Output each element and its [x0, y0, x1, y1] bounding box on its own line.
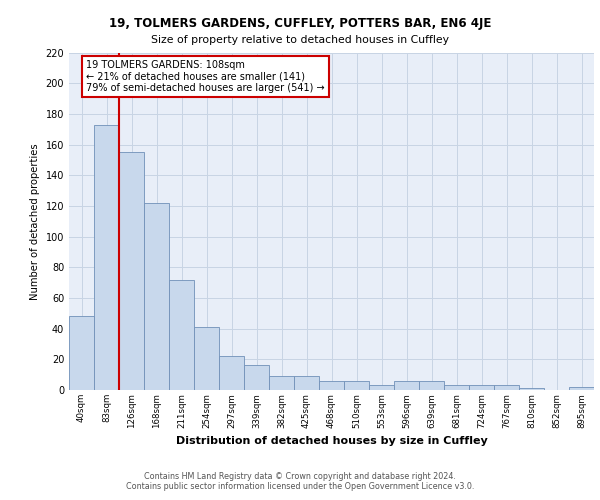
- Bar: [344, 381, 369, 390]
- Bar: [519, 388, 544, 390]
- Bar: [269, 376, 294, 390]
- Text: 19, TOLMERS GARDENS, CUFFLEY, POTTERS BAR, EN6 4JE: 19, TOLMERS GARDENS, CUFFLEY, POTTERS BA…: [109, 18, 491, 30]
- Bar: [494, 386, 519, 390]
- Bar: [294, 376, 319, 390]
- Bar: [369, 386, 394, 390]
- Bar: [469, 386, 494, 390]
- Text: 19 TOLMERS GARDENS: 108sqm
← 21% of detached houses are smaller (141)
79% of sem: 19 TOLMERS GARDENS: 108sqm ← 21% of deta…: [86, 60, 325, 94]
- Bar: [444, 386, 469, 390]
- Text: Contains public sector information licensed under the Open Government Licence v3: Contains public sector information licen…: [126, 482, 474, 491]
- Bar: [394, 381, 419, 390]
- X-axis label: Distribution of detached houses by size in Cuffley: Distribution of detached houses by size …: [176, 436, 487, 446]
- Y-axis label: Number of detached properties: Number of detached properties: [30, 143, 40, 300]
- Bar: [419, 381, 444, 390]
- Bar: [144, 203, 169, 390]
- Bar: [219, 356, 244, 390]
- Bar: [569, 387, 594, 390]
- Bar: [69, 316, 94, 390]
- Bar: [244, 366, 269, 390]
- Bar: [319, 381, 344, 390]
- Bar: [119, 152, 144, 390]
- Text: Size of property relative to detached houses in Cuffley: Size of property relative to detached ho…: [151, 35, 449, 45]
- Bar: [194, 327, 219, 390]
- Text: Contains HM Land Registry data © Crown copyright and database right 2024.: Contains HM Land Registry data © Crown c…: [144, 472, 456, 481]
- Bar: [94, 124, 119, 390]
- Bar: [169, 280, 194, 390]
